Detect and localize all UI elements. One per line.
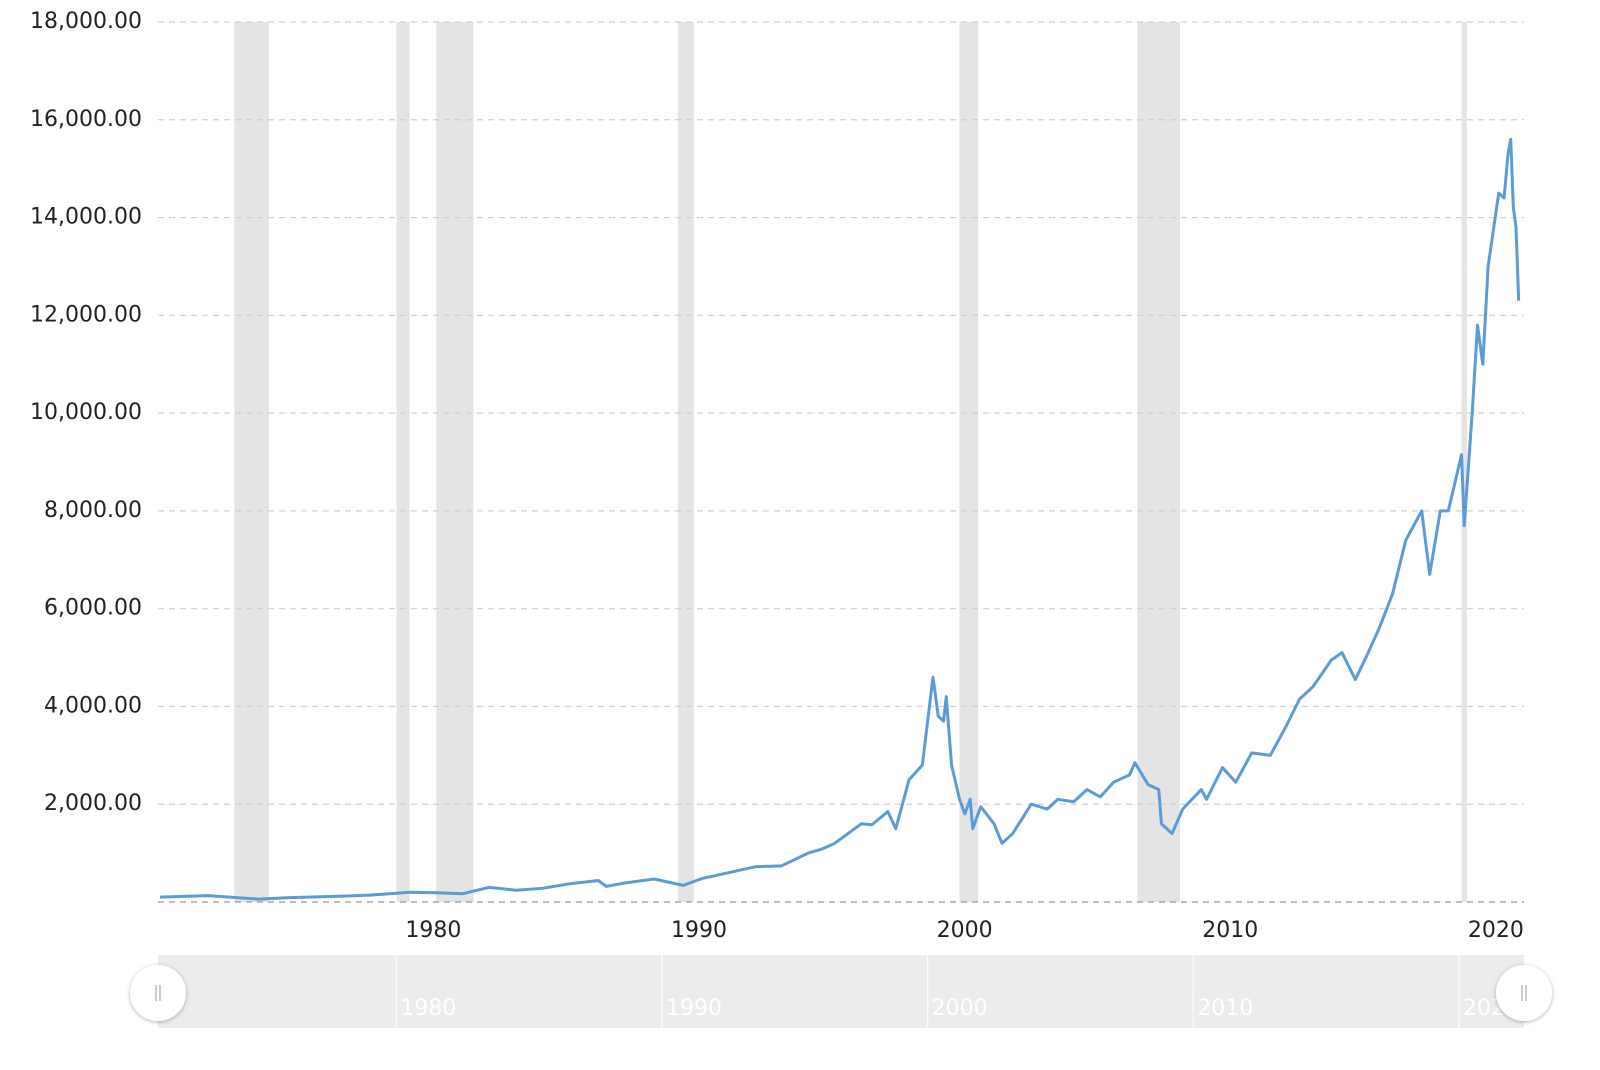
recession-band: [396, 22, 410, 902]
x-tick-label: 2000: [937, 918, 993, 943]
handle-right[interactable]: [1496, 965, 1552, 1021]
navigator-handle[interactable]: [130, 965, 186, 1021]
x-tick-label: 2010: [1202, 918, 1258, 943]
x-tick-label: 2020: [1468, 918, 1524, 943]
recession-band: [959, 22, 979, 902]
navigator-handle[interactable]: [1496, 965, 1552, 1021]
navigator-label: 1990: [666, 996, 722, 1021]
recession-band: [1137, 22, 1180, 902]
y-tick-label: 12,000.00: [30, 302, 142, 327]
y-tick-label: 4,000.00: [44, 693, 142, 718]
navigator-label: 2000: [932, 996, 988, 1021]
series-line: [159, 137, 1521, 901]
y-tick-label: 10,000.00: [30, 400, 142, 425]
recession-band: [436, 22, 474, 902]
navigator-label: 2010: [1197, 996, 1253, 1021]
x-tick-label: 1990: [671, 918, 727, 943]
y-tick-label: 2,000.00: [44, 791, 142, 816]
recession-band: [677, 22, 694, 902]
y-tick-label: 6,000.00: [44, 596, 142, 621]
y-tick-label: 14,000.00: [30, 205, 142, 230]
x-tick-label: 1980: [405, 918, 461, 943]
navigator: [158, 955, 1524, 1028]
recession-band: [1461, 22, 1467, 902]
handle-left[interactable]: [130, 965, 186, 1021]
recession-band: [234, 22, 269, 902]
y-tick-label: 8,000.00: [44, 498, 142, 523]
y-tick-label: 18,000.00: [30, 9, 142, 34]
y-tick-label: 16,000.00: [30, 107, 142, 132]
navigator-label: 1980: [400, 996, 456, 1021]
